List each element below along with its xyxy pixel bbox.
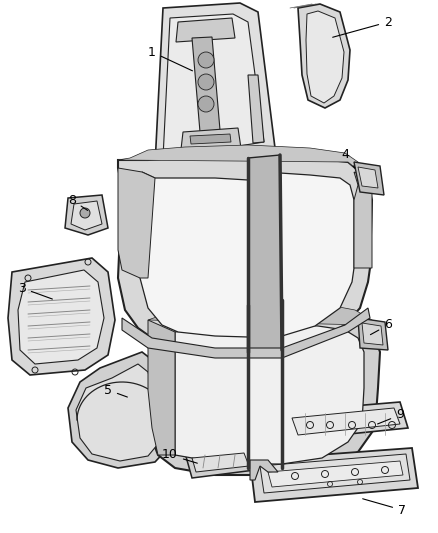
Polygon shape — [362, 323, 383, 345]
Polygon shape — [176, 18, 235, 42]
Polygon shape — [298, 4, 350, 108]
Circle shape — [198, 74, 214, 90]
Polygon shape — [354, 172, 372, 268]
Text: 8: 8 — [68, 193, 88, 211]
Polygon shape — [18, 270, 104, 364]
Polygon shape — [76, 364, 158, 461]
Polygon shape — [358, 318, 388, 350]
Text: 10: 10 — [162, 448, 198, 463]
Polygon shape — [175, 330, 248, 464]
Text: 9: 9 — [378, 408, 404, 424]
Polygon shape — [118, 155, 372, 350]
Text: 5: 5 — [104, 384, 127, 397]
Polygon shape — [282, 402, 408, 440]
Polygon shape — [122, 308, 370, 358]
Circle shape — [198, 96, 214, 112]
Polygon shape — [65, 195, 108, 235]
Polygon shape — [192, 453, 249, 472]
Polygon shape — [250, 448, 418, 502]
Polygon shape — [260, 454, 410, 493]
Polygon shape — [148, 300, 380, 338]
Text: 4: 4 — [341, 149, 355, 168]
Polygon shape — [248, 155, 282, 352]
Polygon shape — [148, 320, 175, 455]
Circle shape — [198, 52, 214, 68]
Polygon shape — [248, 324, 364, 464]
Polygon shape — [268, 461, 403, 487]
Polygon shape — [118, 168, 155, 278]
Polygon shape — [358, 167, 378, 188]
Polygon shape — [250, 460, 278, 480]
Polygon shape — [118, 145, 370, 185]
Polygon shape — [306, 11, 344, 103]
Polygon shape — [155, 3, 275, 165]
Text: 3: 3 — [18, 281, 53, 299]
Polygon shape — [248, 75, 264, 143]
Polygon shape — [163, 14, 264, 158]
Polygon shape — [71, 201, 102, 230]
Polygon shape — [248, 173, 354, 337]
Polygon shape — [140, 172, 248, 337]
Polygon shape — [8, 258, 115, 375]
Circle shape — [80, 208, 90, 218]
Text: 2: 2 — [333, 15, 392, 37]
Polygon shape — [148, 305, 380, 475]
Polygon shape — [180, 128, 242, 158]
Text: 1: 1 — [148, 45, 192, 71]
Polygon shape — [190, 134, 231, 144]
Polygon shape — [185, 448, 255, 478]
Text: 6: 6 — [371, 319, 392, 335]
Polygon shape — [354, 162, 384, 195]
Text: 7: 7 — [363, 499, 406, 516]
Polygon shape — [68, 352, 168, 468]
Polygon shape — [192, 37, 220, 132]
Polygon shape — [292, 408, 400, 435]
